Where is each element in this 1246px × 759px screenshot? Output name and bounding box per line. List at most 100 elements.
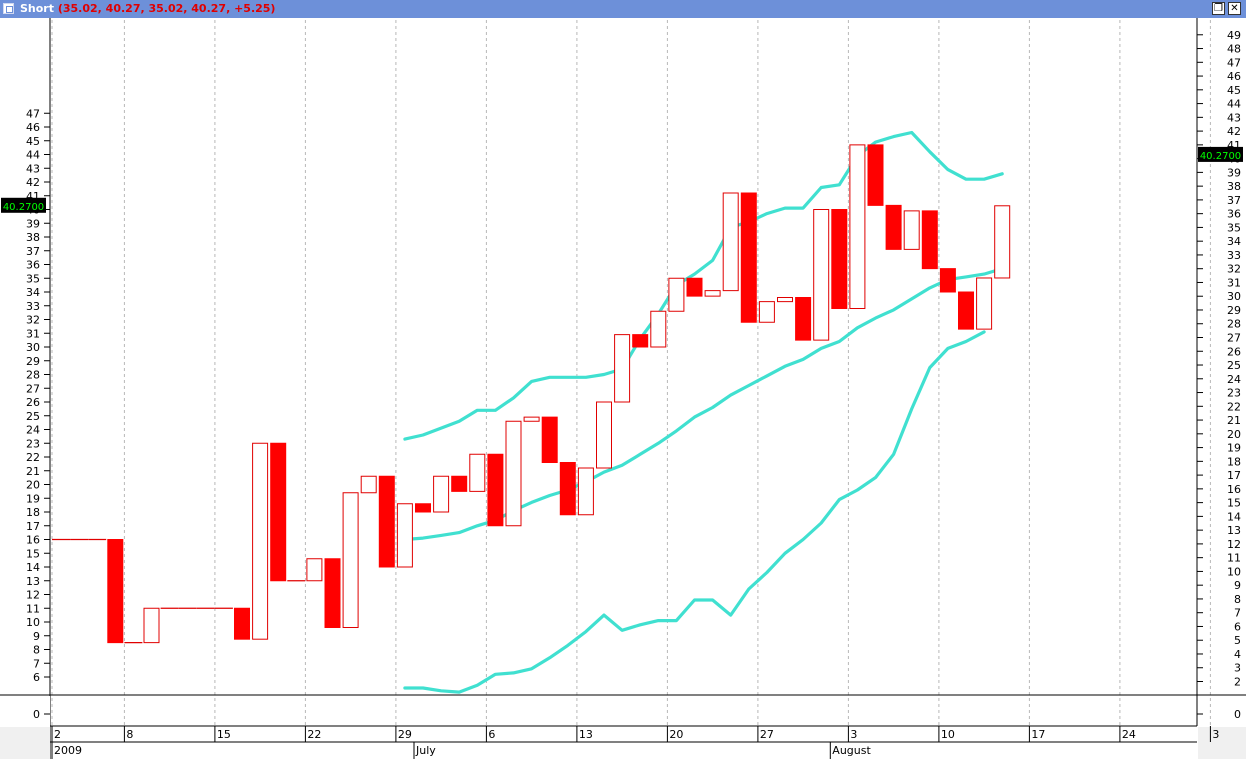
right-tick-label: 5 <box>1234 634 1241 647</box>
date-tick-label: 27 <box>760 728 774 741</box>
right-tick-label: 8 <box>1234 593 1241 606</box>
left-tick-label: 28 <box>26 369 40 382</box>
left-tick-label: 45 <box>26 135 40 148</box>
month-label: August <box>832 744 871 757</box>
down-bar <box>921 210 938 270</box>
title-bar[interactable]: Short (35.02, 40.27, 35.02, 40.27, +5.25… <box>0 0 1246 18</box>
right-tick-label: 28 <box>1227 318 1241 331</box>
right-tick-label: 13 <box>1227 524 1241 537</box>
date-tick-label: 6 <box>488 728 495 741</box>
down-bar <box>885 204 902 250</box>
date-tick-label: 17 <box>1031 728 1045 741</box>
right-tick-label: 4 <box>1234 648 1241 661</box>
down-bar <box>415 503 431 513</box>
window-icon <box>3 3 14 14</box>
right-tick-label: 17 <box>1227 469 1241 482</box>
left-tick-label: 44 <box>26 149 40 162</box>
up-bar <box>360 475 377 494</box>
down-bar <box>487 453 504 527</box>
price-bars <box>52 144 1011 644</box>
price-chart[interactable]: 6789101112131415161718192021222324252627… <box>0 18 1246 759</box>
left-tick-label: 17 <box>26 520 40 533</box>
right-tick-label: 3 <box>1234 662 1241 675</box>
right-tick-label: 15 <box>1227 497 1241 510</box>
right-tick-label: 38 <box>1227 180 1241 193</box>
left-tick-label: 22 <box>26 451 40 464</box>
down-bar <box>831 209 848 309</box>
right-tick-label: 47 <box>1227 56 1241 69</box>
down-bar <box>541 416 558 463</box>
right-tick-label: 48 <box>1227 43 1241 56</box>
close-button[interactable]: ✕ <box>1228 2 1241 15</box>
up-bar <box>342 492 359 628</box>
corner-pad-left <box>0 727 50 759</box>
left-tick-label: 29 <box>26 355 40 368</box>
down-bar <box>234 607 250 640</box>
band-line <box>403 330 986 694</box>
down-bar <box>451 475 468 492</box>
down-bar <box>559 462 576 516</box>
up-bar <box>396 503 413 568</box>
date-tick-label: 20 <box>669 728 683 741</box>
left-tick-label: 9 <box>33 630 40 643</box>
right-tick-label: 26 <box>1227 345 1241 358</box>
bollinger-bands <box>403 130 1004 694</box>
right-tick-label: 10 <box>1227 565 1241 578</box>
down-bar <box>740 192 757 323</box>
right-tick-label: 30 <box>1227 290 1241 303</box>
right-tick-label: 14 <box>1227 510 1241 523</box>
right-tick-label: 24 <box>1227 373 1241 386</box>
left-tick-label: 36 <box>26 259 40 272</box>
up-bar <box>758 301 775 323</box>
left-tick-label: 19 <box>26 492 40 505</box>
up-bar <box>650 310 667 348</box>
right-tick-label: 27 <box>1227 332 1241 345</box>
right-tick-label: 34 <box>1227 235 1241 248</box>
left-value-text: 40.2700 <box>3 202 44 213</box>
down-bar <box>795 297 812 341</box>
left-tick-label: 26 <box>26 396 40 409</box>
down-bar <box>107 539 124 644</box>
date-tick-label: 24 <box>1122 728 1136 741</box>
restore-button[interactable]: ❐ <box>1212 2 1225 15</box>
left-tick-label: 47 <box>26 107 40 120</box>
up-bar <box>469 453 486 492</box>
left-tick-label: 21 <box>26 465 40 478</box>
right-tick-label: 16 <box>1227 483 1241 496</box>
chart-name: Short <box>20 2 54 15</box>
date-tick-label: 22 <box>307 728 321 741</box>
left-value-tag <box>1 197 46 213</box>
right-tick-label: 45 <box>1227 84 1241 97</box>
right-tick-label: 43 <box>1227 111 1241 124</box>
left-tick-label: 8 <box>33 644 40 657</box>
down-bar <box>939 268 956 293</box>
right-tick-label: 31 <box>1227 276 1241 289</box>
right-tick-label: 37 <box>1227 194 1241 207</box>
ohlc-values: (35.02, 40.27, 35.02, 40.27, +5.25) <box>57 2 276 15</box>
right-tick-label: 11 <box>1227 552 1241 565</box>
up-bar <box>596 401 612 469</box>
down-bar <box>270 442 287 582</box>
band-line <box>403 267 1004 542</box>
left-tick-label: 46 <box>26 121 40 134</box>
left-tick-label: 38 <box>26 231 40 244</box>
left-price-axis: 6789101112131415161718192021222324252627… <box>26 107 50 684</box>
left-tick-label: 34 <box>26 286 40 299</box>
left-tick-label: 12 <box>26 589 40 602</box>
right-tick-label: 22 <box>1227 400 1241 413</box>
left-tick-label: 15 <box>26 547 40 560</box>
date-tick-label: 15 <box>217 728 231 741</box>
right-tick-label: 2 <box>1234 676 1241 689</box>
close-icon: ✕ <box>1230 3 1239 14</box>
left-tick-label: 33 <box>26 300 40 313</box>
left-tick-label: 31 <box>26 327 40 340</box>
up-bar <box>994 205 1011 279</box>
left-tick-label: 42 <box>26 176 40 189</box>
up-bar <box>614 334 631 403</box>
lower-right-tick-label: 0 <box>1234 708 1241 721</box>
last-value-labels: 40.2700 40.2700 <box>1 146 1243 213</box>
down-bar <box>958 291 974 330</box>
up-bar <box>668 277 685 312</box>
up-bar <box>523 416 540 422</box>
right-tick-label: 19 <box>1227 442 1241 455</box>
